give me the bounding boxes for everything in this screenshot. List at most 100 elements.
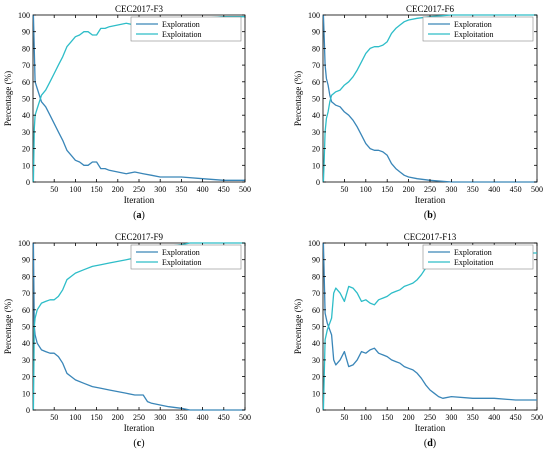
y-tick-label: 70 <box>22 61 30 70</box>
x-tick-label: 300 <box>445 185 457 194</box>
x-tick-label: 450 <box>510 185 522 194</box>
x-tick-label: 250 <box>424 185 436 194</box>
y-tick-label: 10 <box>312 389 320 398</box>
y-tick-label: 80 <box>312 44 320 53</box>
x-tick-label: 250 <box>133 185 145 194</box>
panel-caption: (d) <box>424 438 436 449</box>
x-tick-label: 50 <box>340 185 348 194</box>
y-tick-label: 50 <box>22 323 30 332</box>
legend-label-exploration: Exploration <box>454 20 492 29</box>
x-tick-label: 350 <box>467 185 479 194</box>
x-tick-label: 100 <box>360 185 372 194</box>
x-tick-label: 400 <box>488 413 500 422</box>
x-tick-label: 50 <box>340 413 348 422</box>
y-tick-label: 0 <box>316 178 320 187</box>
y-tick-label: 60 <box>22 306 30 315</box>
y-tick-label: 40 <box>22 339 30 348</box>
y-tick-label: 40 <box>312 111 320 120</box>
y-tick-label: 0 <box>26 178 30 187</box>
x-tick-label: 300 <box>445 413 457 422</box>
y-tick-label: 0 <box>316 406 320 415</box>
x-tick-label: 100 <box>69 413 81 422</box>
legend-label-exploitation: Exploitation <box>162 258 202 267</box>
x-tick-label: 200 <box>403 185 415 194</box>
x-tick-label: 350 <box>175 185 187 194</box>
y-tick-label: 30 <box>312 356 320 365</box>
x-tick-label: 100 <box>360 413 372 422</box>
y-tick-label: 0 <box>26 406 30 415</box>
y-tick-label: 50 <box>22 95 30 104</box>
legend-label-exploration: Exploration <box>162 248 200 257</box>
legend-label-exploitation: Exploitation <box>162 30 202 39</box>
x-tick-label: 150 <box>381 185 393 194</box>
chart-title: CEC2017-F6 <box>406 4 455 14</box>
panel-caption: (b) <box>424 210 436 221</box>
series-line-exploration <box>322 242 537 401</box>
chart-title: CEC2017-F3 <box>115 4 164 14</box>
y-tick-label: 70 <box>22 289 30 298</box>
x-tick-label: 450 <box>510 413 522 422</box>
y-tick-label: 20 <box>22 373 30 382</box>
y-tick-label: 100 <box>18 11 30 20</box>
x-tick-label: 500 <box>239 413 251 422</box>
y-tick-label: 10 <box>22 389 30 398</box>
y-tick-label: 30 <box>22 356 30 365</box>
series-line-exploitation <box>32 16 245 183</box>
y-tick-label: 90 <box>22 256 30 265</box>
x-tick-label: 100 <box>69 185 81 194</box>
y-tick-label: 60 <box>312 78 320 87</box>
y-tick-label: 80 <box>22 272 30 281</box>
legend-label-exploitation: Exploitation <box>454 30 494 39</box>
x-axis-label: Iteration <box>415 195 446 205</box>
series-line-exploration <box>32 242 245 411</box>
y-tick-label: 10 <box>22 161 30 170</box>
x-tick-label: 450 <box>218 413 230 422</box>
y-tick-label: 80 <box>22 44 30 53</box>
x-tick-label: 200 <box>112 185 124 194</box>
y-axis-label: Percentage (%) <box>293 71 303 126</box>
x-tick-label: 350 <box>175 413 187 422</box>
y-tick-label: 90 <box>312 256 320 265</box>
series-line-exploration <box>322 14 537 183</box>
panel-caption: (a) <box>133 210 145 221</box>
panel-caption: (c) <box>133 438 144 449</box>
x-tick-label: 450 <box>218 185 230 194</box>
y-axis-label: Percentage (%) <box>3 299 13 354</box>
y-tick-label: 60 <box>312 306 320 315</box>
y-axis-label: Percentage (%) <box>293 299 303 354</box>
y-tick-label: 30 <box>22 128 30 137</box>
y-tick-label: 20 <box>312 145 320 154</box>
x-tick-label: 50 <box>50 413 58 422</box>
x-tick-label: 400 <box>197 185 209 194</box>
y-tick-label: 20 <box>22 145 30 154</box>
x-tick-label: 500 <box>239 185 251 194</box>
x-tick-label: 400 <box>197 413 209 422</box>
x-tick-label: 300 <box>154 413 166 422</box>
x-tick-label: 500 <box>531 185 543 194</box>
x-tick-label: 150 <box>91 185 103 194</box>
chart-panel-2: 50 100 150 200 250 300 350 400 450 500 0 10 20 30 40 50… <box>293 4 543 221</box>
x-tick-label: 350 <box>467 413 479 422</box>
x-axis-label: Iteration <box>415 423 446 433</box>
series-line-exploitation <box>322 252 537 411</box>
y-tick-label: 50 <box>312 323 320 332</box>
y-tick-label: 100 <box>18 239 30 248</box>
x-tick-label: 50 <box>50 185 58 194</box>
legend-box <box>130 16 242 42</box>
y-tick-label: 20 <box>312 373 320 382</box>
legend-label-exploitation: Exploitation <box>454 258 494 267</box>
x-tick-label: 200 <box>403 413 415 422</box>
y-tick-label: 70 <box>312 289 320 298</box>
y-axis-label: Percentage (%) <box>3 71 13 126</box>
legend-box <box>422 16 534 42</box>
y-tick-label: 40 <box>312 339 320 348</box>
chart-panel-1: 50 100 150 200 250 300 350 400 450 500 0 10 20 30 40 50… <box>3 4 251 221</box>
y-tick-label: 30 <box>312 128 320 137</box>
x-tick-label: 150 <box>91 413 103 422</box>
y-tick-label: 60 <box>22 78 30 87</box>
y-tick-label: 70 <box>312 61 320 70</box>
